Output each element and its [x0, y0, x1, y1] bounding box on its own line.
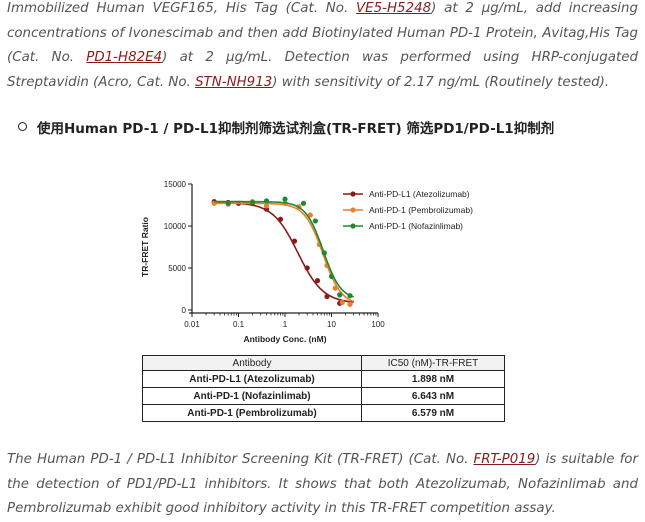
- legend-marker-1: [350, 207, 356, 213]
- x-tick-label: 1: [283, 320, 288, 329]
- data-point-series-2: [263, 198, 270, 204]
- legend-label-0: Anti-PD-L1 (Atezolizumab): [369, 189, 470, 199]
- data-point-series-0: [314, 278, 321, 284]
- antibody-cell: Anti-PD-1 (Nofazinlimab): [142, 387, 362, 405]
- ic50-cell: 6.643 nM: [361, 387, 505, 405]
- data-point-series-2: [300, 200, 307, 206]
- ic50-cell: 1.898 nM: [361, 370, 505, 388]
- header-ic50: IC50 (nM)-TR-FRET: [361, 355, 505, 371]
- circle-bullet-icon: [18, 122, 27, 131]
- intro-paragraph: Immobilized Human VEGF165, His Tag (Cat.…: [7, 0, 638, 95]
- data-point-series-2: [328, 273, 335, 279]
- legend-marker-0: [350, 191, 356, 197]
- y-tick-label: 0: [182, 306, 187, 315]
- data-point-series-1: [332, 285, 338, 291]
- data-point-series-2: [282, 196, 288, 202]
- y-tick-label: 5000: [168, 264, 186, 273]
- antibody-cell: Anti-PD-1 (Pembrolizumab): [142, 404, 362, 422]
- summary-paragraph: The Human PD-1 / PD-L1 Inhibitor Screeni…: [7, 448, 638, 522]
- x-tick-label: 0.01: [184, 320, 200, 329]
- summary-text-1: The Human PD-1 / PD-L1 Inhibitor Screeni…: [7, 452, 474, 467]
- table-header-row: Antibody IC50 (nM)-TR-FRET: [142, 355, 505, 371]
- intro-text-4: ) with sensitivity of 2.17 ng/mL (Routin…: [272, 74, 610, 90]
- intro-text-3: ) at 2 μg/mL. Detection was performed us…: [7, 50, 638, 90]
- data-point-series-1: [263, 203, 270, 209]
- section-bullet: 使用Human PD-1 / PD-L1抑制剂筛选试剂盒(TR-FRET) 筛选…: [18, 117, 554, 137]
- x-tick-label: 100: [371, 320, 385, 329]
- x-tick-label: 0.1: [233, 320, 245, 329]
- data-point-series-1: [339, 299, 345, 306]
- curve-series-0: [214, 201, 354, 303]
- table-row: Anti-PD-1 (Pembrolizumab) 6.579 nM: [142, 404, 505, 422]
- data-point-series-0: [324, 293, 330, 300]
- data-point-series-2: [225, 200, 231, 206]
- data-point-series-0: [277, 216, 284, 222]
- section-heading: 使用Human PD-1 / PD-L1抑制剂筛选试剂盒(TR-FRET) 筛选…: [37, 121, 555, 137]
- table-row: Anti-PD-L1 (Atezolizumab) 1.898 nM: [142, 370, 505, 388]
- data-point-series-1: [347, 301, 353, 307]
- link-stn-nh913[interactable]: STN-NH913: [195, 74, 273, 90]
- y-tick-label: 10000: [164, 222, 187, 231]
- y-tick-label: 15000: [164, 180, 187, 189]
- data-point-series-2: [337, 292, 343, 298]
- antibody-cell: Anti-PD-L1 (Atezolizumab): [142, 370, 362, 388]
- legend-label-1: Anti-PD-1 (Pembrolizumab): [369, 205, 473, 215]
- x-axis-label: Antibody Conc. (nM): [243, 334, 326, 344]
- link-frt-p019[interactable]: FRT-P019: [473, 452, 536, 467]
- y-axis-label: TR-FRET Ratio: [140, 217, 150, 277]
- data-point-series-2: [321, 250, 327, 256]
- link-pd1-h82e4[interactable]: PD1-H82E4: [86, 50, 163, 65]
- data-point-series-2: [312, 218, 318, 224]
- ic50-table: Antibody IC50 (nM)-TR-FRET Anti-PD-L1 (A…: [142, 355, 505, 422]
- table-row: Anti-PD-1 (Nofazinlimab) 6.643 nM: [142, 387, 505, 405]
- header-antibody: Antibody: [142, 355, 362, 371]
- link-ve5-h5248[interactable]: VE5-H5248: [356, 1, 432, 16]
- summary-text-2: ) is suitable for the detection of PD1/P…: [7, 452, 638, 516]
- data-point-series-0: [291, 238, 298, 244]
- data-point-series-2: [249, 199, 256, 206]
- curve-series-1: [214, 202, 354, 303]
- intro-text-2: ) at 2 μg/mL, add increasing concentrati…: [7, 1, 638, 65]
- data-point-series-0: [304, 265, 310, 271]
- ic50-cell: 6.579 nM: [361, 404, 505, 422]
- data-point-series-1: [307, 212, 313, 218]
- x-tick-label: 10: [327, 320, 336, 329]
- intro-text-1: Immobilized Human VEGF165, His Tag (Cat.…: [7, 1, 357, 16]
- legend-label-2: Anti-PD-1 (Nofazinlimab): [369, 221, 463, 231]
- data-point-series-2: [347, 293, 353, 299]
- legend-marker-2: [350, 223, 356, 229]
- ic50-chart: 0 5000 10000 15000 0.01 0.1 1 10 100 Antibody Con…: [140, 180, 473, 344]
- curve-series-2: [214, 200, 354, 298]
